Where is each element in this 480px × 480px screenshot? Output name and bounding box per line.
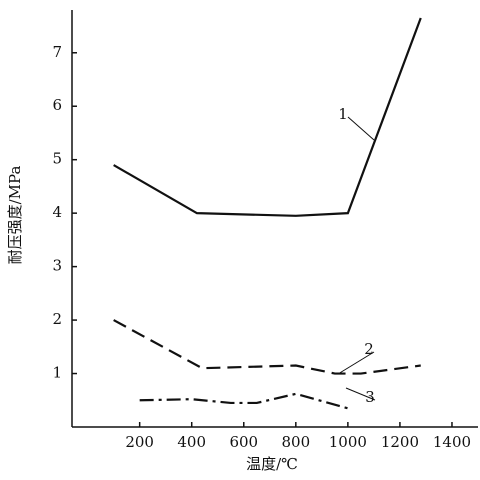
y-tick-label: 6 xyxy=(52,96,62,114)
series-line xyxy=(113,319,421,375)
x-tick-label: 400 xyxy=(177,433,206,451)
x-tick-label: 1400 xyxy=(433,433,471,451)
series-label: 2 xyxy=(364,340,374,358)
x-tick-label: 1200 xyxy=(381,433,419,451)
x-tick-label: 1000 xyxy=(329,433,367,451)
y-tick-label: 1 xyxy=(52,364,62,382)
y-tick-label: 4 xyxy=(52,203,62,221)
x-axis-label: 温度/℃ xyxy=(246,455,298,473)
y-tick-label: 7 xyxy=(52,43,62,61)
label-leader xyxy=(345,387,376,401)
label-leader xyxy=(337,351,375,375)
y-axis-label: 耐压强度/MPa xyxy=(6,166,24,265)
series-label: 3 xyxy=(365,388,375,406)
y-tick-label: 2 xyxy=(52,310,62,328)
x-tick-label: 600 xyxy=(229,433,258,451)
label-leader xyxy=(347,116,375,141)
x-tick-label: 800 xyxy=(282,433,311,451)
series-line xyxy=(139,392,349,410)
x-tick-label: 200 xyxy=(125,433,154,451)
y-tick-label: 3 xyxy=(52,257,62,275)
y-tick-label: 5 xyxy=(52,150,62,168)
series-label: 1 xyxy=(338,105,348,123)
series-line xyxy=(113,17,422,217)
